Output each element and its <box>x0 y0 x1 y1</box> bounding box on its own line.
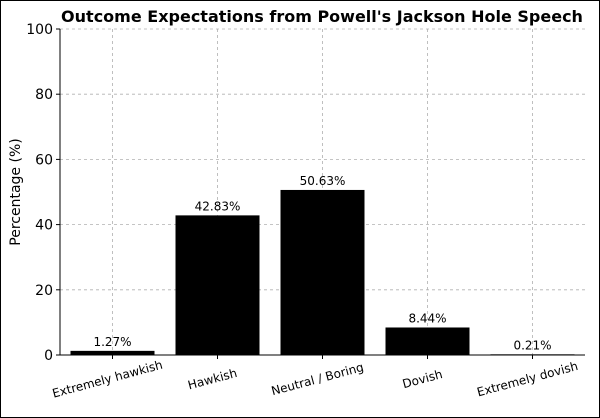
y-tick-label: 0 <box>44 348 53 364</box>
bar-value-labels: 1.27% 42.83% 50.63% 8.44% 0.21% <box>93 174 551 352</box>
bar-value-label: 0.21% <box>513 338 551 352</box>
bar-value-label: 50.63% <box>300 174 346 188</box>
y-tick-label: 60 <box>35 152 53 168</box>
y-axis-ticks: 0 20 40 60 80 100 <box>26 22 60 364</box>
bar <box>70 350 155 355</box>
chart-title: Outcome Expectations from Powell's Jacks… <box>61 7 583 26</box>
bar <box>385 327 470 355</box>
bar-value-label: 8.44% <box>408 311 446 325</box>
bar <box>175 215 260 355</box>
bar <box>280 189 365 355</box>
y-tick-label: 20 <box>35 283 53 299</box>
y-tick-label: 80 <box>35 87 53 103</box>
y-tick-label: 100 <box>26 22 53 38</box>
y-tick-label: 40 <box>35 218 53 234</box>
bars <box>70 189 575 355</box>
bar-value-label: 42.83% <box>195 199 241 213</box>
y-axis-label: Percentage (%) <box>8 138 24 245</box>
bar-value-label: 1.27% <box>93 335 131 349</box>
